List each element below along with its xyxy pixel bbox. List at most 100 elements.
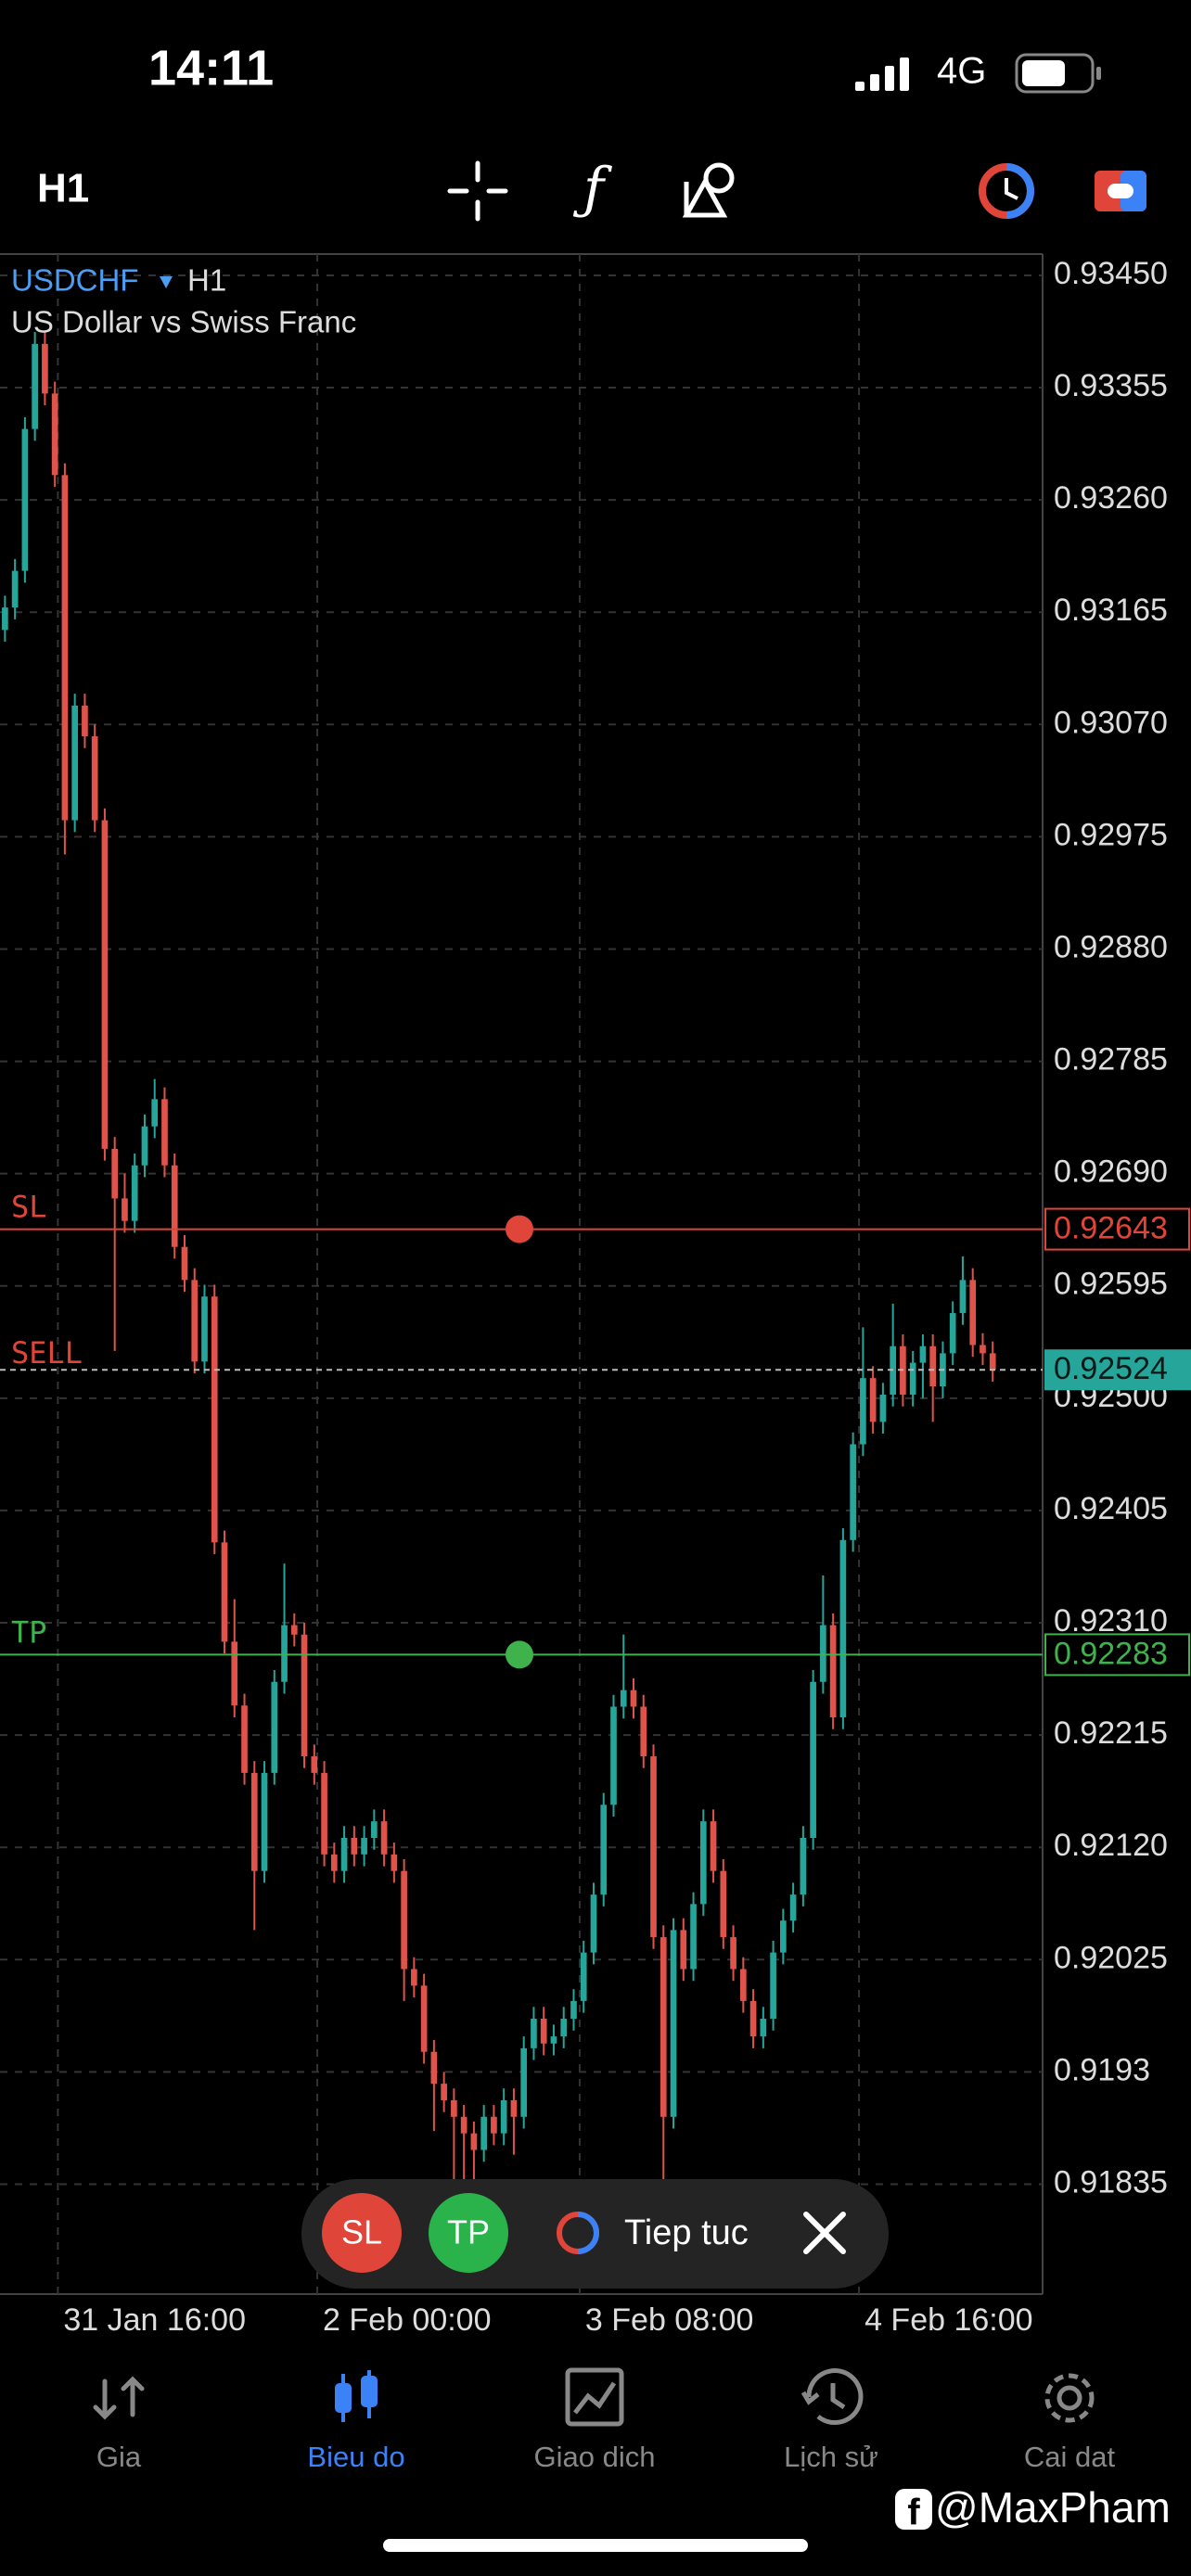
candle-body xyxy=(780,1920,787,1953)
y-tick-label: 0.92215 xyxy=(1054,1715,1168,1751)
y-tick-label: 0.92785 xyxy=(1054,1042,1168,1078)
candle-body xyxy=(470,2133,478,2150)
candle-body xyxy=(770,1952,776,2020)
level-price: 0.92643 xyxy=(1054,1211,1168,1246)
tab-label: Giao dich xyxy=(534,2441,656,2473)
tab-label: Cai dat xyxy=(1024,2441,1116,2473)
tab-label: Gia xyxy=(96,2441,142,2473)
network: 4G xyxy=(937,51,986,92)
y-tick-label: 0.92310 xyxy=(1054,1603,1168,1639)
chart: 0.93450 0.93355 0.93260 0.93165 0.93070 0.929… xyxy=(0,253,1191,2338)
candle-body xyxy=(311,1756,318,1773)
y-tick-label: 0.93165 xyxy=(1054,593,1168,628)
candle-body xyxy=(122,1198,128,1221)
candle-body xyxy=(810,1681,816,1838)
candle-body xyxy=(420,1985,428,2052)
level-handle[interactable] xyxy=(506,1640,533,1669)
symbol-dropdown[interactable] xyxy=(160,276,173,288)
candle-body xyxy=(11,570,19,608)
continue-button[interactable]: Tiep tuc xyxy=(624,2213,749,2252)
y-tick-label: 0.92595 xyxy=(1054,1267,1168,1302)
one-click-trading-button[interactable] xyxy=(979,163,1034,219)
candle-body xyxy=(969,1280,977,1345)
candle-body xyxy=(540,2019,547,2044)
battery-icon xyxy=(1015,53,1101,94)
candle-body xyxy=(261,1772,268,1871)
candle-body xyxy=(560,2019,568,2037)
tab-label: Bieu do xyxy=(307,2441,404,2473)
sl-button[interactable] xyxy=(322,2193,402,2273)
candle-body xyxy=(680,1930,687,1970)
candle-body xyxy=(480,2116,487,2150)
candle-body xyxy=(451,2099,457,2117)
candle-body xyxy=(660,1937,667,2117)
candle-body xyxy=(141,1126,148,1166)
tp-label: TP xyxy=(447,2213,490,2251)
x-tick-label: 4 Feb 16:00 xyxy=(864,2302,1032,2338)
candle-body xyxy=(460,2116,467,2134)
trade-button[interactable] xyxy=(1095,171,1146,211)
level-price-box xyxy=(1044,1633,1190,1677)
y-tick-label: 0.93070 xyxy=(1054,705,1168,740)
sl-label: SL xyxy=(341,2213,382,2251)
candle-body xyxy=(32,343,38,429)
candle-body xyxy=(520,2047,528,2117)
candle-body xyxy=(580,1952,587,2001)
candle-body xyxy=(231,1641,238,1706)
watermark-text: @MaxPham xyxy=(935,2483,1171,2531)
candle-body xyxy=(531,2019,537,2048)
candle-body xyxy=(290,1625,298,1635)
candle-body xyxy=(271,1681,278,1773)
candle-body xyxy=(510,2099,518,2117)
objects-button[interactable] xyxy=(682,162,735,218)
candle-body xyxy=(330,1854,338,1871)
continue-icon xyxy=(557,2212,599,2254)
clock: 14:11 xyxy=(148,40,274,96)
candle-body xyxy=(321,1772,327,1855)
candle-body xyxy=(101,820,109,1149)
candle-body xyxy=(71,705,79,821)
candle-body xyxy=(820,1625,826,1682)
candle-body xyxy=(949,1313,956,1354)
level-label: TP xyxy=(11,1614,47,1650)
candle-body xyxy=(391,1854,398,1871)
signal-icon xyxy=(855,57,909,91)
crosshair-button[interactable] xyxy=(447,160,508,222)
candle-body xyxy=(281,1625,288,1682)
candle-body xyxy=(980,1345,986,1354)
close-button[interactable] xyxy=(803,2212,846,2254)
candle-body xyxy=(550,2036,557,2044)
y-tick-label: 0.93355 xyxy=(1054,368,1168,403)
candle-body xyxy=(250,1772,258,1871)
candle-body xyxy=(430,2051,438,2085)
timeframe-button[interactable]: H1 xyxy=(37,166,89,211)
candle-body xyxy=(879,1395,887,1422)
candle-body xyxy=(171,1165,178,1247)
y-tick-label: 0.92120 xyxy=(1054,1828,1168,1863)
candle-body xyxy=(699,1821,707,1905)
position-price: 0.92524 xyxy=(1054,1351,1168,1386)
candle-body xyxy=(929,1345,937,1387)
candle-body xyxy=(221,1542,228,1642)
tp-button[interactable] xyxy=(429,2193,508,2273)
settings-icon xyxy=(1044,2373,1095,2423)
candle-body xyxy=(301,1634,308,1757)
level-handle[interactable] xyxy=(506,1215,533,1243)
position-label: SELL xyxy=(11,1335,83,1371)
candle-body xyxy=(650,1756,657,1938)
candle-body xyxy=(161,1099,168,1166)
candle-body xyxy=(829,1625,837,1717)
candle-body xyxy=(739,1969,747,2001)
chart-timeframe: H1 xyxy=(187,263,226,298)
candle-body xyxy=(850,1444,856,1540)
y-tick-label: 0.92025 xyxy=(1054,1940,1168,1975)
y-tick-label: 0.93450 xyxy=(1054,256,1168,291)
candle-body xyxy=(371,1821,378,1838)
tab-label: Lịch sử xyxy=(784,2441,878,2473)
candle-body xyxy=(590,1894,597,1953)
y-tick-label: 0.93260 xyxy=(1054,480,1168,516)
y-tick-label: 0.92880 xyxy=(1054,929,1168,964)
candle-body xyxy=(191,1280,198,1362)
